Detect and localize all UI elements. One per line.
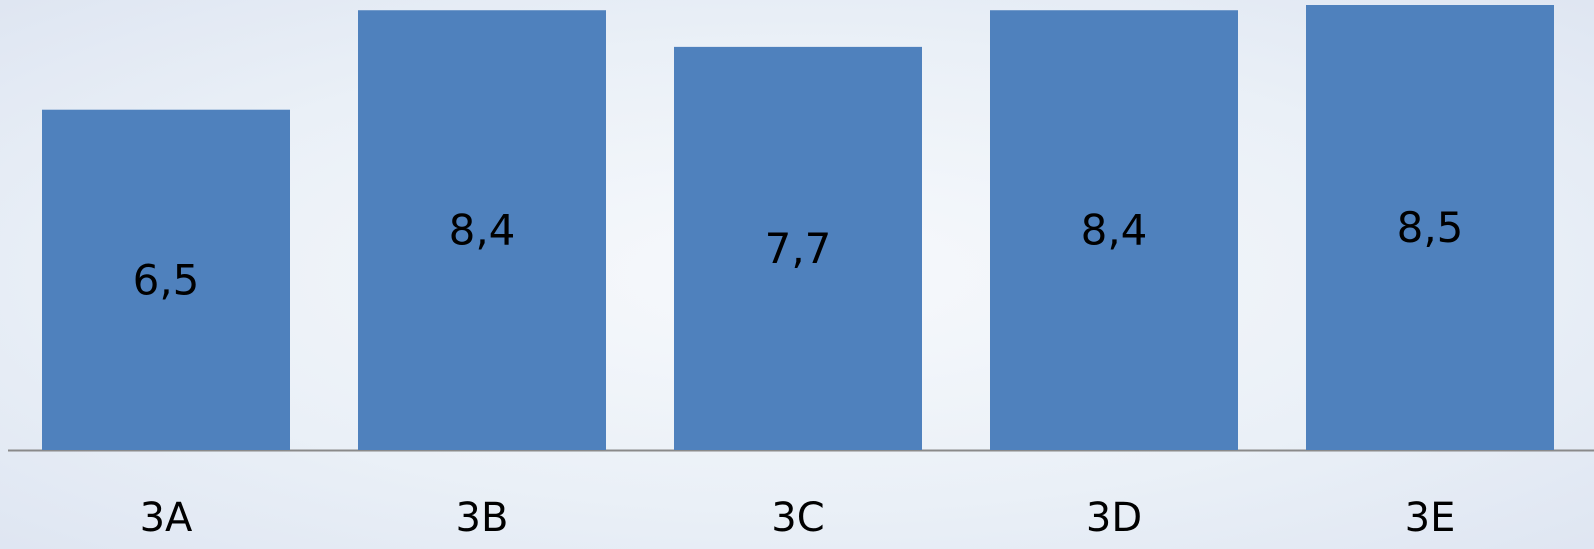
value-label: 8,4 xyxy=(1081,206,1148,255)
x-tick-label: 3D xyxy=(1086,495,1142,541)
value-label: 6,5 xyxy=(133,255,200,304)
value-label: 8,5 xyxy=(1397,203,1464,252)
x-tick-label: 3B xyxy=(456,495,509,541)
x-tick-label: 3C xyxy=(771,495,824,541)
value-label: 7,7 xyxy=(765,224,832,273)
chart: 6,5 3A 8,4 3B 7,7 3C 8,4 3D 8,5 3E xyxy=(0,0,1594,549)
x-tick-label: 3E xyxy=(1405,495,1456,541)
value-label: 8,4 xyxy=(449,206,516,255)
x-tick-label: 3A xyxy=(140,495,193,541)
